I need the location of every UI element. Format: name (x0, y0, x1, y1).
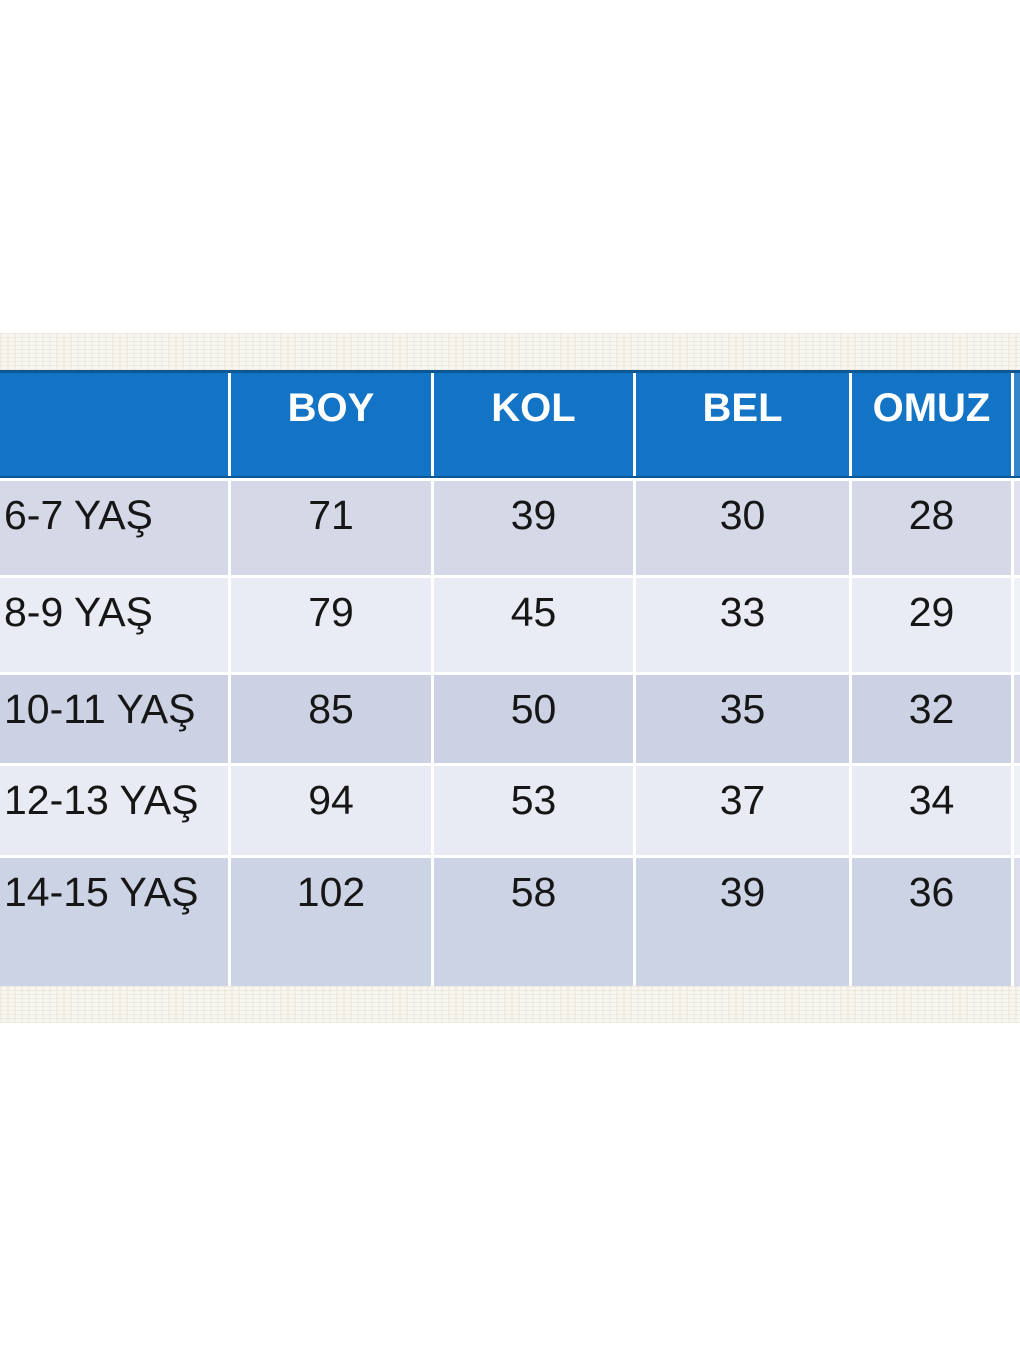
value-cell-boy: 79 (231, 578, 431, 672)
value-cell-kol: 45 (434, 578, 633, 672)
row-sliver-cell (1014, 675, 1020, 763)
table-header-row: BOY KOL BEL OMUZ (0, 370, 1020, 478)
age-label-cell: 8-9 YAŞ (0, 578, 228, 672)
row-sliver-cell (1014, 766, 1020, 855)
value-cell-omuz: 32 (852, 675, 1011, 763)
value-cell-boy: 71 (231, 481, 431, 575)
size-chart-table: BOY KOL BEL OMUZ 6-7 YAŞ 71 39 30 28 8-9… (0, 370, 1020, 986)
table-row: 10-11 YAŞ 85 50 35 32 (0, 675, 1020, 763)
texture-strip-top (0, 333, 1020, 370)
value-cell-kol: 39 (434, 481, 633, 575)
value-cell-bel: 39 (636, 858, 849, 986)
value-cell-omuz: 34 (852, 766, 1011, 855)
row-sliver-cell (1014, 481, 1020, 575)
row-sliver-cell (1014, 578, 1020, 672)
value-cell-bel: 37 (636, 766, 849, 855)
value-cell-kol: 58 (434, 858, 633, 986)
header-cell-boy: BOY (231, 373, 431, 476)
table-row: 12-13 YAŞ 94 53 37 34 (0, 766, 1020, 855)
table-row: 8-9 YAŞ 79 45 33 29 (0, 578, 1020, 672)
top-whitespace (0, 0, 1020, 333)
age-label-cell: 12-13 YAŞ (0, 766, 228, 855)
value-cell-kol: 53 (434, 766, 633, 855)
value-cell-bel: 33 (636, 578, 849, 672)
value-cell-boy: 102 (231, 858, 431, 986)
age-label-cell: 10-11 YAŞ (0, 675, 228, 763)
header-cell-bel: BEL (636, 373, 849, 476)
header-sliver-cell (1014, 373, 1020, 476)
table-row: 6-7 YAŞ 71 39 30 28 (0, 481, 1020, 575)
texture-strip-bottom (0, 986, 1020, 1023)
row-sliver-cell (1014, 858, 1020, 986)
value-cell-omuz: 29 (852, 578, 1011, 672)
header-cell-kol: KOL (434, 373, 633, 476)
value-cell-bel: 35 (636, 675, 849, 763)
value-cell-boy: 85 (231, 675, 431, 763)
age-label-cell: 14-15 YAŞ (0, 858, 228, 986)
header-cell-omuz: OMUZ (852, 373, 1011, 476)
value-cell-bel: 30 (636, 481, 849, 575)
age-label-cell: 6-7 YAŞ (0, 481, 228, 575)
value-cell-omuz: 36 (852, 858, 1011, 986)
header-cell-empty (0, 373, 228, 476)
table-row: 14-15 YAŞ 102 58 39 36 (0, 858, 1020, 986)
value-cell-kol: 50 (434, 675, 633, 763)
value-cell-boy: 94 (231, 766, 431, 855)
value-cell-omuz: 28 (852, 481, 1011, 575)
